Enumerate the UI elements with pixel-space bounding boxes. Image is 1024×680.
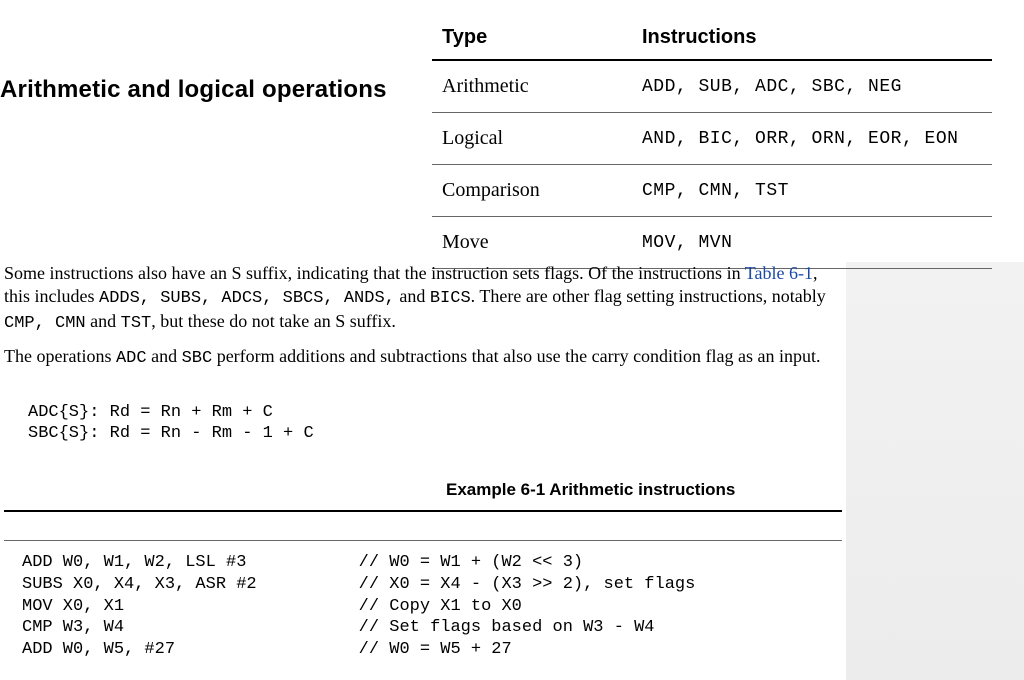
page-root: Arithmetic and logical operations Type I…: [0, 0, 1024, 680]
code-inline: BICS: [430, 289, 471, 308]
table-ref-link[interactable]: Table 6-1: [745, 263, 813, 283]
definition-block: ADC{S}: Rd = Rn + Rm + C SBC{S}: Rd = Rn…: [28, 402, 314, 445]
cell-type: Move: [432, 217, 632, 269]
code-inline: SBC: [182, 349, 213, 368]
cell-instructions: AND, BIC, ORR, ORN, EOR, EON: [632, 113, 992, 165]
paragraph-s-suffix: Some instructions also have an S suffix,…: [4, 262, 844, 335]
text: . There are other flag setting instructi…: [471, 286, 826, 306]
paragraph-adc-sbc: The operations ADC and SBC perform addit…: [4, 345, 844, 370]
text: , but these do not take an S suffix.: [151, 311, 396, 331]
col-header-type: Type: [432, 18, 632, 60]
example-code-block: ADD W0, W1, W2, LSL #3 // W0 = W1 + (W2 …: [22, 552, 695, 661]
rule-thin: [4, 540, 842, 541]
text: Some instructions also have an S suffix,…: [4, 263, 745, 283]
table-row: Move MOV, MVN: [432, 217, 992, 269]
table-row: Comparison CMP, CMN, TST: [432, 165, 992, 217]
table-row: Logical AND, BIC, ORR, ORN, EOR, EON: [432, 113, 992, 165]
side-shade: [846, 262, 1024, 680]
section-heading: Arithmetic and logical operations: [0, 76, 387, 104]
code-inline: ADC: [116, 349, 147, 368]
code-inline: ADDS, SUBS, ADCS, SBCS, ANDS,: [99, 289, 395, 308]
text: The operations: [4, 346, 116, 366]
cell-type: Comparison: [432, 165, 632, 217]
text: and: [395, 286, 430, 306]
cell-instructions: ADD, SUB, ADC, SBC, NEG: [632, 60, 992, 113]
code-inline: CMP, CMN: [4, 314, 86, 333]
instruction-type-table: Type Instructions Arithmetic ADD, SUB, A…: [432, 18, 992, 269]
cell-type: Logical: [432, 113, 632, 165]
cell-instructions: CMP, CMN, TST: [632, 165, 992, 217]
cell-type: Arithmetic: [432, 60, 632, 113]
text: and: [86, 311, 121, 331]
col-header-instructions: Instructions: [632, 18, 992, 60]
example-title: Example 6-1 Arithmetic instructions: [446, 480, 735, 500]
table-header-row: Type Instructions: [432, 18, 992, 60]
table-row: Arithmetic ADD, SUB, ADC, SBC, NEG: [432, 60, 992, 113]
text: perform additions and subtractions that …: [212, 346, 820, 366]
code-inline: TST: [121, 314, 152, 333]
text: and: [147, 346, 182, 366]
rule-thick: [4, 510, 842, 512]
cell-instructions: MOV, MVN: [632, 217, 992, 269]
